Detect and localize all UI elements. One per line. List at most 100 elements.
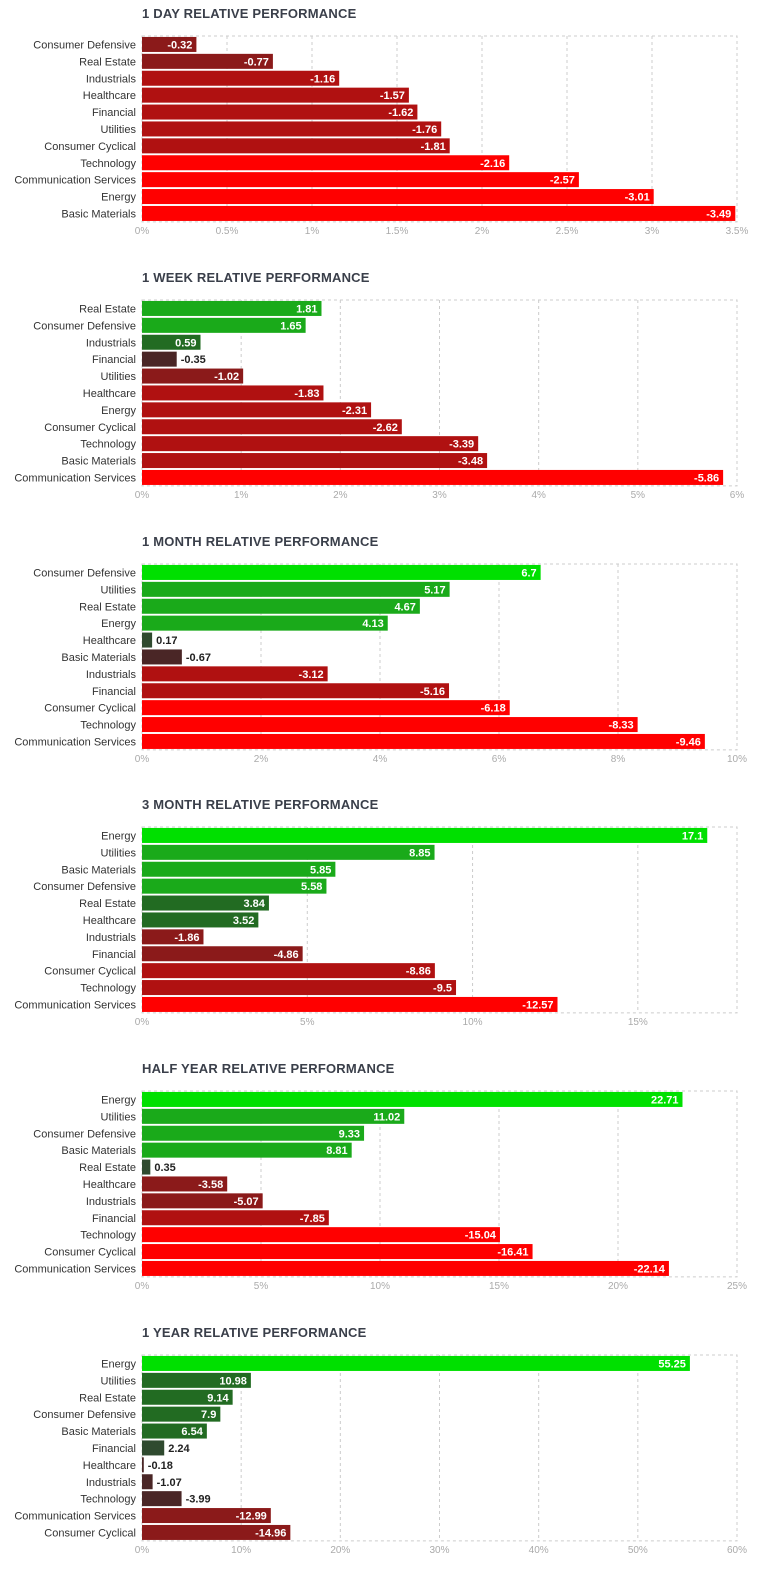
x-tick-label: 10%	[463, 1017, 483, 1028]
value-label: -3.01	[625, 192, 650, 204]
category-label: Financial	[92, 1443, 136, 1455]
bar	[142, 1159, 151, 1175]
category-label: Financial	[92, 1213, 136, 1225]
value-label: -12.57	[522, 999, 553, 1011]
value-label: 55.25	[658, 1358, 686, 1370]
category-label: Real Estate	[79, 601, 136, 613]
value-label: -8.33	[609, 720, 634, 732]
value-label: 11.02	[373, 1111, 400, 1123]
category-label: Consumer Defensive	[33, 39, 136, 51]
bar	[142, 205, 736, 221]
value-label: -1.83	[294, 388, 319, 400]
chart-panel-1-day: 1 DAY RELATIVE PERFORMANCE 0% 0.5% 1% 1.5% 2…	[0, 0, 778, 264]
value-label: 10.98	[219, 1375, 247, 1387]
value-label: -5.07	[234, 1196, 259, 1208]
category-label: Real Estate	[79, 898, 136, 910]
value-label: -1.16	[310, 73, 335, 85]
bar	[142, 598, 420, 614]
bar	[142, 649, 182, 665]
x-tick-label: 15%	[489, 1281, 509, 1292]
value-label: -3.99	[186, 1494, 211, 1506]
value-label: 8.81	[326, 1145, 347, 1157]
bar	[142, 1355, 690, 1371]
category-label: Consumer Defensive	[33, 320, 136, 332]
category-label: Communication Services	[14, 1263, 136, 1275]
category-label: Industrials	[86, 932, 137, 944]
x-tick-label: 20%	[608, 1281, 628, 1292]
value-label: 5.58	[301, 881, 322, 893]
bar-chart-3-month: 0% 5% 10% 15% Energy 17.1 Utilities 8.85 Basic M…	[14, 826, 738, 1028]
bar	[142, 1193, 263, 1209]
category-label: Utilities	[101, 584, 137, 596]
value-label: 5.85	[310, 864, 331, 876]
value-label: -3.39	[449, 439, 474, 451]
category-label: Energy	[101, 618, 136, 630]
category-label: Consumer Defensive	[33, 881, 136, 893]
x-tick-label: 2%	[475, 226, 490, 237]
category-label: Utilities	[101, 1111, 137, 1123]
value-label: 4.13	[362, 618, 383, 630]
value-label: -15.04	[465, 1230, 497, 1242]
value-label: -3.48	[458, 456, 483, 468]
bar	[142, 1389, 233, 1405]
x-tick-label: 1%	[234, 490, 249, 501]
bar-chart-1-year: 0% 10% 20% 30% 40% 50% 60% Energy 55.25 Utilities…	[14, 1354, 747, 1556]
value-label: 5.17	[424, 584, 445, 596]
bar	[142, 1227, 500, 1243]
value-label: 4.67	[394, 601, 415, 613]
bar	[142, 1142, 352, 1158]
bar	[142, 317, 306, 333]
category-label: Technology	[80, 439, 136, 451]
category-label: Healthcare	[83, 1460, 136, 1472]
bar	[142, 138, 450, 154]
chart-title: 1 DAY RELATIVE PERFORMANCE	[142, 6, 357, 21]
x-tick-label: 3%	[432, 490, 447, 501]
bar	[142, 1508, 271, 1524]
x-tick-label: 6%	[730, 490, 745, 501]
category-label: Utilities	[101, 371, 137, 383]
category-label: Technology	[80, 1494, 136, 1506]
x-tick-label: 0%	[135, 1017, 150, 1028]
x-tick-label: 0%	[135, 490, 150, 501]
bar	[142, 615, 388, 631]
bar	[142, 929, 204, 945]
value-label: 22.71	[651, 1094, 679, 1106]
value-label: 1.65	[280, 320, 301, 332]
bar	[142, 402, 372, 418]
x-tick-label: 60%	[727, 1545, 747, 1556]
x-tick-label: 50%	[628, 1545, 648, 1556]
bar	[142, 104, 418, 120]
category-label: Financial	[92, 107, 136, 119]
bar	[142, 733, 705, 749]
bar	[142, 300, 322, 316]
category-label: Consumer Defensive	[33, 567, 136, 579]
bar	[142, 878, 327, 894]
category-label: Energy	[101, 192, 136, 204]
x-tick-label: 40%	[529, 1545, 549, 1556]
chart-panel-1-week: 1 WEEK RELATIVE PERFORMANCE 0% 1% 2% 3% 4% 5%…	[0, 264, 778, 528]
x-tick-label: 20%	[330, 1545, 350, 1556]
value-label: -5.86	[694, 472, 719, 484]
chart-title: HALF YEAR RELATIVE PERFORMANCE	[142, 1061, 395, 1076]
value-label: -3.12	[299, 669, 324, 681]
bar	[142, 844, 435, 860]
value-label: 6.54	[181, 1426, 203, 1438]
x-tick-label: 10%	[370, 1281, 390, 1292]
bar	[142, 1108, 405, 1124]
bar	[142, 172, 579, 188]
value-label: -0.32	[167, 39, 192, 51]
category-label: Financial	[92, 686, 136, 698]
bar	[142, 632, 153, 648]
x-tick-label: 25%	[727, 1281, 747, 1292]
category-label: Technology	[80, 158, 136, 170]
bar	[142, 87, 409, 103]
value-label: -0.35	[181, 354, 206, 366]
value-label: -3.49	[706, 208, 731, 220]
bar	[142, 334, 201, 350]
category-label: Basic Materials	[61, 864, 136, 876]
chart-title: 1 WEEK RELATIVE PERFORMANCE	[142, 270, 370, 285]
bar	[142, 1457, 144, 1473]
value-label: 6.7	[521, 567, 536, 579]
x-tick-label: 3.5%	[726, 226, 749, 237]
value-label: -2.31	[342, 405, 367, 417]
